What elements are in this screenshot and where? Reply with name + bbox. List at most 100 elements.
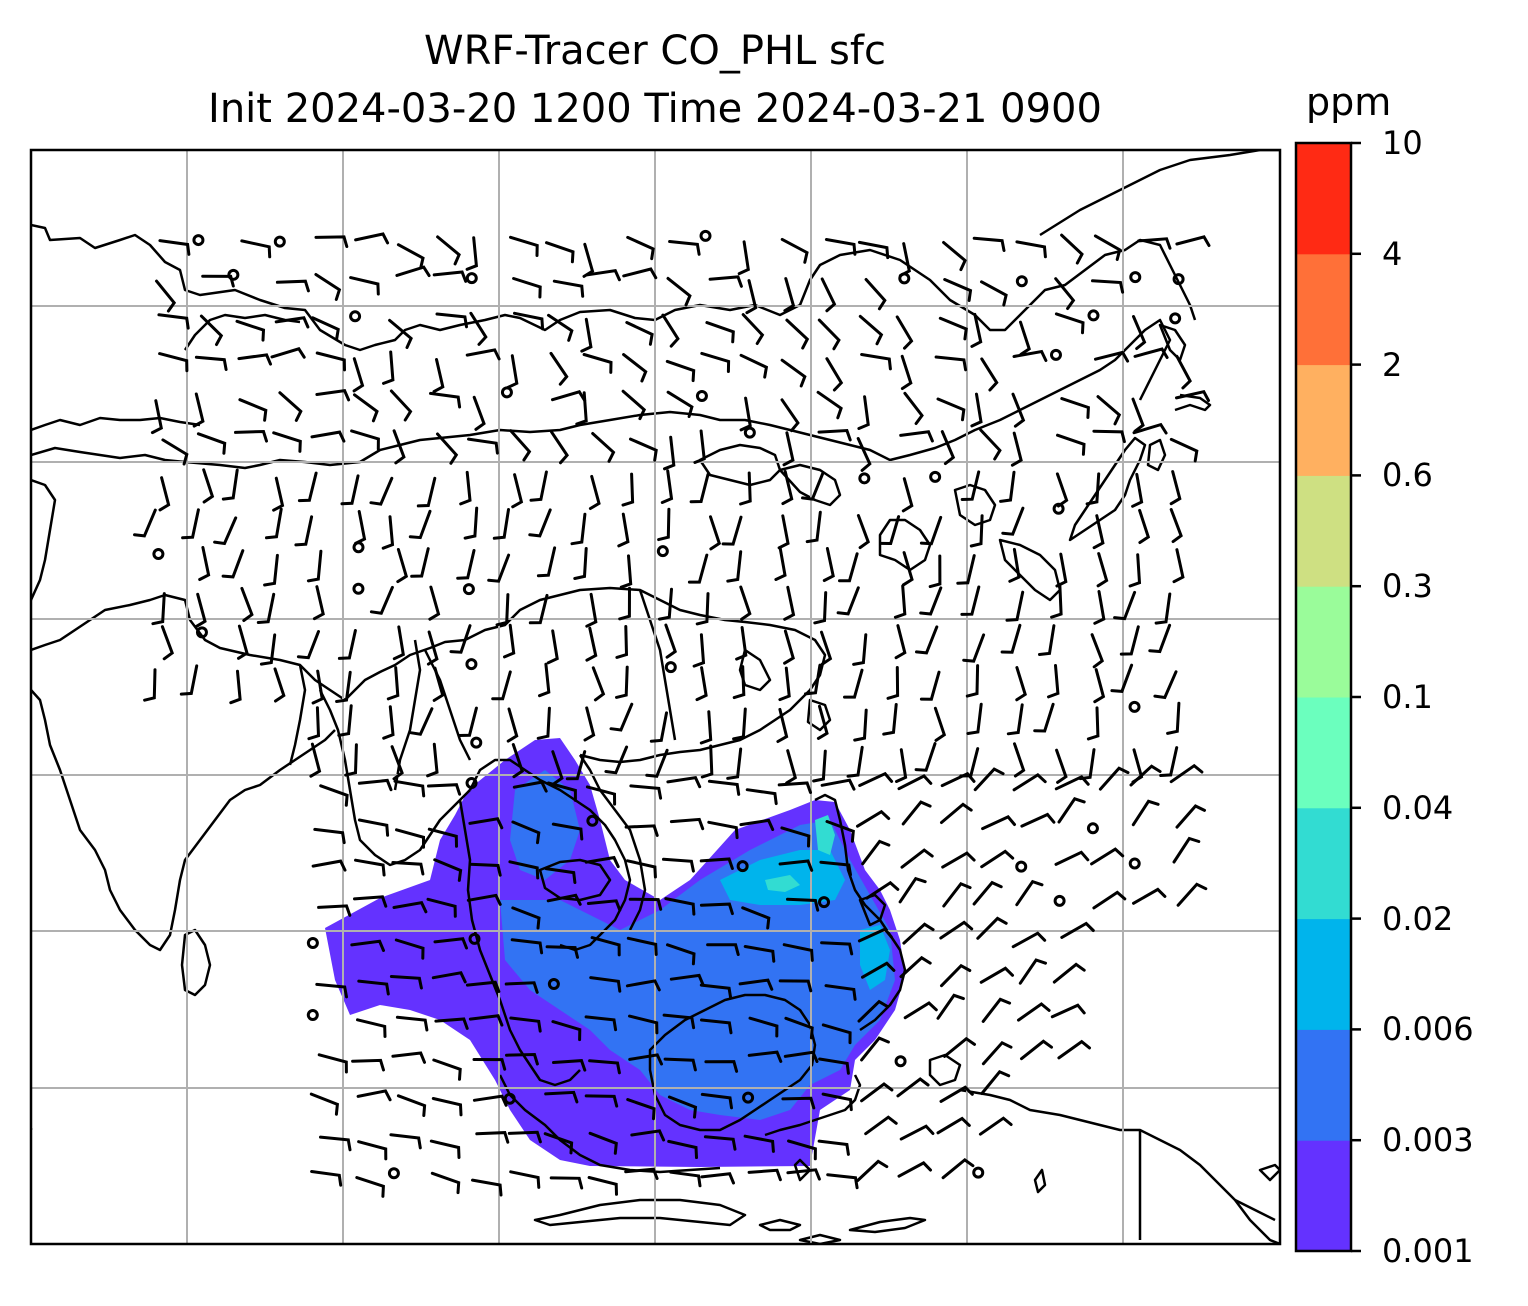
gridlines	[31, 150, 1280, 1244]
wind-barb	[511, 743, 524, 779]
wind-barb	[707, 779, 741, 796]
wind-barb	[1131, 799, 1160, 827]
wind-barb	[538, 662, 551, 698]
wind-barb	[879, 515, 901, 546]
wind-barb	[864, 1115, 898, 1136]
wind-barb	[965, 664, 980, 698]
wind-barb	[979, 428, 1002, 461]
wind-barb	[894, 624, 907, 660]
wind-barb	[584, 1015, 618, 1032]
wind-barb	[625, 321, 654, 346]
wind-barb	[198, 546, 211, 581]
wind-barb	[543, 1132, 574, 1155]
wind-barb	[857, 927, 893, 943]
wind-barb	[743, 945, 776, 963]
wind-barb	[349, 276, 380, 296]
wind-barb	[382, 705, 395, 740]
map-subtitle: Init 2024-03-20 1200 Time 2024-03-21 090…	[208, 86, 1102, 132]
wind-barb	[391, 861, 425, 876]
wind-barb	[357, 818, 390, 837]
wind-barb	[1055, 552, 1068, 588]
wind-barb	[1056, 433, 1086, 456]
calm-wind-marker	[500, 386, 513, 399]
wind-barb	[745, 788, 778, 806]
wind-barb	[294, 515, 314, 547]
wind-barb	[630, 1129, 666, 1142]
wind-barb	[657, 507, 671, 542]
wind-barb	[778, 666, 791, 702]
wind-barb	[919, 586, 943, 616]
wind-barb	[1129, 764, 1162, 787]
wind-barb	[584, 1094, 619, 1108]
wind-barb	[621, 472, 635, 507]
wind-barb	[820, 277, 837, 313]
calm-wind-marker	[352, 541, 365, 554]
colorbar-segment	[1296, 918, 1351, 1030]
wind-barb	[1169, 508, 1183, 544]
wind-barb	[133, 508, 157, 538]
calm-wind-marker	[972, 1166, 985, 1179]
calm-wind-marker	[468, 932, 481, 945]
calm-wind-marker	[742, 1091, 755, 1104]
wind-barb	[707, 820, 739, 840]
wind-barb	[1128, 553, 1142, 588]
wind-barb	[783, 629, 795, 665]
wind-barb	[853, 708, 868, 742]
wind-barb	[1175, 804, 1206, 829]
wind-barb	[774, 546, 787, 581]
colorbar-tick-label: 0.3	[1382, 567, 1433, 606]
wind-barb	[970, 392, 983, 428]
colorbar-tick-label: 0.02	[1382, 899, 1454, 938]
wind-barb	[804, 663, 822, 696]
wind-barb	[1091, 279, 1125, 294]
wind-barb	[1169, 763, 1204, 784]
wind-barb	[664, 897, 696, 916]
wind-barb	[667, 1139, 698, 1159]
calm-wind-marker	[349, 310, 362, 323]
wind-barb	[669, 817, 705, 831]
wind-barb	[221, 468, 239, 501]
wind-barb	[658, 587, 673, 621]
wind-barb	[819, 860, 852, 877]
wind-barb	[956, 554, 976, 585]
wind-barb	[468, 1014, 504, 1027]
wind-barb	[1110, 663, 1134, 693]
calm-wind-marker	[306, 1009, 319, 1022]
wind-barb	[1000, 623, 1022, 654]
wind-barb	[352, 357, 365, 393]
wind-barb	[776, 707, 789, 743]
wind-barb	[335, 670, 352, 703]
wind-barb	[432, 666, 445, 702]
calm-wind-marker	[465, 272, 478, 285]
wind-barb	[846, 745, 864, 778]
wind-barb	[511, 820, 541, 845]
wind-barb	[589, 976, 622, 993]
wind-barb	[786, 1168, 821, 1181]
wind-barb	[858, 314, 884, 346]
wind-barb	[1132, 422, 1168, 435]
colorbar-segment	[1296, 475, 1351, 587]
calm-wind-marker	[818, 896, 831, 909]
wind-barb	[194, 592, 207, 628]
wind-barb	[805, 510, 822, 544]
wind-barb	[552, 1059, 587, 1072]
wind-barb	[1038, 624, 1056, 656]
wind-barb	[495, 593, 510, 627]
wind-barb	[1050, 584, 1063, 619]
wind-barb	[391, 1051, 426, 1064]
wind-barb	[858, 771, 894, 787]
wind-barb	[1060, 397, 1090, 419]
wind-barb	[1169, 470, 1182, 506]
colorbar-tick-label: 0.1	[1382, 678, 1433, 716]
wind-barb	[151, 592, 166, 626]
wind-barb	[536, 706, 551, 740]
calm-wind-marker	[227, 268, 240, 281]
wind-barb	[669, 1170, 702, 1188]
wind-barb	[1011, 931, 1047, 949]
wind-barb	[976, 916, 1008, 940]
wind-barb	[584, 855, 620, 869]
wind-barb	[1054, 312, 1085, 335]
wind-barb	[465, 980, 501, 993]
wind-barb	[155, 279, 177, 313]
wind-barb	[575, 391, 588, 426]
